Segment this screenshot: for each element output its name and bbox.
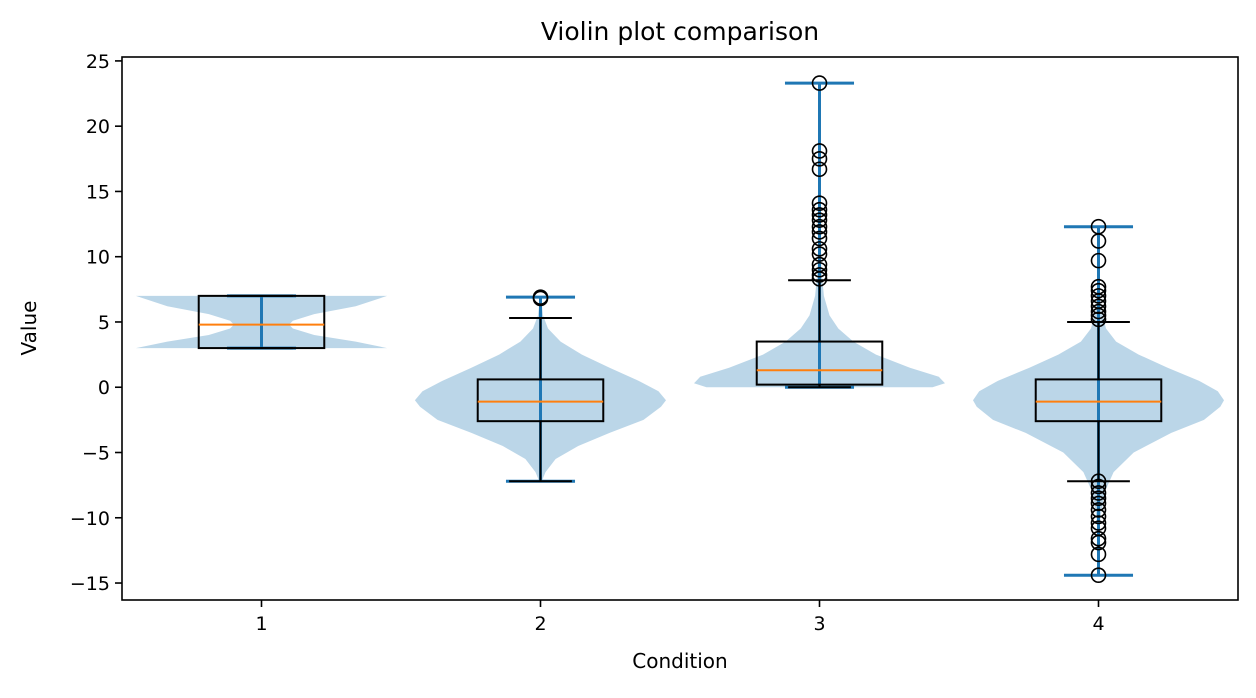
plot-frame: [121, 56, 1239, 601]
outlier-point: [811, 241, 828, 257]
outlier-point: [1090, 502, 1107, 518]
outlier-point: [811, 230, 828, 247]
outlier-point: [1090, 508, 1107, 525]
outlier-point: [1090, 546, 1107, 563]
outlier-point: [811, 143, 828, 159]
outlier-point: [811, 261, 828, 278]
outlier-point: [1090, 252, 1107, 269]
box: [476, 378, 605, 423]
outlier-point: [532, 289, 549, 305]
outlier-point: [1090, 534, 1107, 551]
box: [755, 340, 884, 386]
outlier-point: [1090, 311, 1107, 328]
x-tick-label: 4: [1092, 613, 1104, 635]
outlier-point: [1090, 515, 1107, 531]
violin-group-3: [694, 75, 945, 389]
violin-group-2: [414, 289, 666, 483]
outlier-point: [811, 75, 828, 91]
y-tick-label: −5: [82, 443, 110, 465]
outlier-point: [1090, 478, 1107, 495]
outlier-point: [811, 224, 828, 240]
x-tick-label: 3: [813, 613, 825, 635]
outlier-point: [1090, 567, 1107, 583]
y-tick-label: −10: [70, 508, 110, 530]
y-tick-label: −15: [70, 573, 110, 595]
chart-title: Violin plot comparison: [541, 17, 819, 46]
plot-area: [135, 75, 1224, 583]
outlier-point: [1090, 298, 1107, 315]
outlier-point: [811, 151, 828, 167]
y-tick-label: 20: [86, 116, 110, 138]
outlier-point: [1090, 485, 1107, 501]
outlier-point: [811, 161, 828, 178]
outlier-point: [811, 256, 828, 273]
y-tick-label: 15: [86, 181, 110, 203]
y-tick-label: 5: [98, 312, 110, 334]
outlier-point: [811, 246, 828, 262]
outlier-point: [1090, 530, 1107, 547]
y-axis-label: Value: [17, 301, 41, 356]
outlier-point: [811, 207, 828, 223]
outlier-point: [1090, 495, 1107, 512]
outlier-point: [811, 201, 828, 218]
outlier-point: [1090, 218, 1107, 235]
box: [197, 294, 326, 350]
outlier-point: [1090, 278, 1107, 295]
violin-group-4: [973, 218, 1224, 583]
outlier-point: [811, 195, 828, 211]
outlier-point: [1090, 473, 1107, 490]
outlier-point: [1090, 288, 1107, 304]
y-tick-label: 25: [86, 51, 110, 73]
y-tick-label: 10: [86, 247, 110, 269]
outlier-point: [811, 218, 828, 235]
x-axis-label: Condition: [632, 649, 727, 673]
outlier-point: [811, 267, 828, 283]
x-tick-label: 2: [534, 613, 546, 635]
outlier-point: [811, 212, 828, 228]
outlier-point: [1090, 303, 1107, 320]
outlier-point: [1090, 282, 1107, 299]
y-tick-label: 0: [98, 377, 110, 399]
x-tick-label: 1: [255, 613, 267, 635]
axes: −15 −10 −5 0 5 10 15 20 25 1 2 3 4: [70, 51, 1239, 635]
box: [1034, 378, 1163, 423]
violin-group-1: [135, 294, 388, 350]
outlier-point: [1090, 490, 1107, 506]
